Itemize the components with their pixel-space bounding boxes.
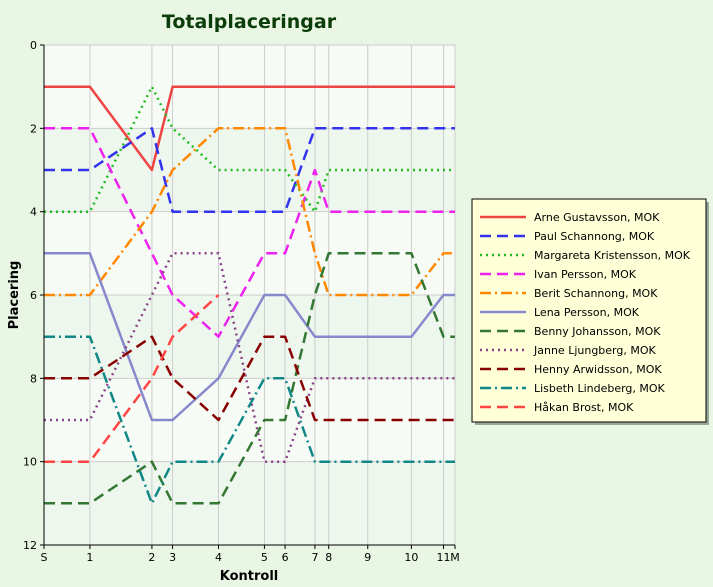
- x-tick-label: 9: [364, 551, 371, 564]
- x-tick-label: 6: [282, 551, 289, 564]
- legend-entry: Lisbeth Lindeberg, MOK: [534, 382, 666, 395]
- series-line-6: [44, 252, 455, 422]
- series-line-8: [44, 252, 455, 463]
- x-tick-label: M: [450, 551, 460, 564]
- x-ticks: S 1 2 3 4 5 6 7 8 9 10 11 M: [41, 545, 460, 564]
- legend-entry: Ivan Persson, MOK: [534, 268, 637, 281]
- y-tick-label: 10: [23, 456, 37, 469]
- series-line-10: [44, 335, 455, 505]
- legend-entry: Paul Schannong, MOK: [534, 230, 655, 243]
- plot-band: [44, 461, 455, 545]
- series-line-3: [44, 85, 455, 213]
- y-tick-label: 0: [30, 39, 37, 52]
- legend: Arne Gustavsson, MOK Paul Schannong, MOK M…: [471, 198, 709, 425]
- legend-entry: Janne Ljungberg, MOK: [533, 344, 657, 357]
- x-tick-label: 10: [404, 551, 418, 564]
- x-tick-label: 4: [215, 551, 222, 564]
- x-tick-label: 7: [311, 551, 318, 564]
- x-tick-label: 1: [86, 551, 93, 564]
- legend-entry: Henny Arwidsson, MOK: [534, 363, 662, 376]
- legend-entry: Margareta Kristensson, MOK: [534, 249, 691, 262]
- x-tick-label: S: [41, 551, 48, 564]
- x-tick-label: 2: [148, 551, 155, 564]
- y-tick-label: 8: [30, 372, 37, 385]
- legend-entry: Berit Schannong, MOK: [534, 287, 658, 300]
- x-tick-label: 11: [437, 551, 451, 564]
- legend-entry: Arne Gustavsson, MOK: [534, 211, 660, 224]
- series-line-2: [44, 127, 455, 213]
- y-tick-label: 12: [23, 539, 37, 552]
- y-tick-label: 2: [30, 122, 37, 135]
- legend-entry: Lena Persson, MOK: [534, 306, 640, 319]
- y-tick-label: 4: [30, 206, 37, 219]
- series-line-7: [44, 252, 455, 505]
- y-tick-label: 6: [30, 289, 37, 302]
- series-line-5: [44, 127, 455, 297]
- legend-entry: Benny Johansson, MOK: [534, 325, 661, 338]
- x-axis-label: Kontroll: [220, 569, 279, 584]
- legend-entry: Håkan Brost, MOK: [534, 401, 634, 414]
- series-line-4: [44, 127, 455, 338]
- x-tick-label: 8: [325, 551, 332, 564]
- x-tick-label: 5: [261, 551, 268, 564]
- y-axis-label: Placering: [7, 261, 22, 330]
- series-line-1: [44, 85, 455, 172]
- series-line-9: [44, 335, 455, 422]
- chart-title: Totalplaceringar: [162, 11, 337, 33]
- x-tick-label: 3: [169, 551, 176, 564]
- legend-box: [471, 198, 707, 423]
- series-group: [44, 85, 455, 505]
- y-ticks: 0 2 4 6 8 10 12: [23, 39, 44, 552]
